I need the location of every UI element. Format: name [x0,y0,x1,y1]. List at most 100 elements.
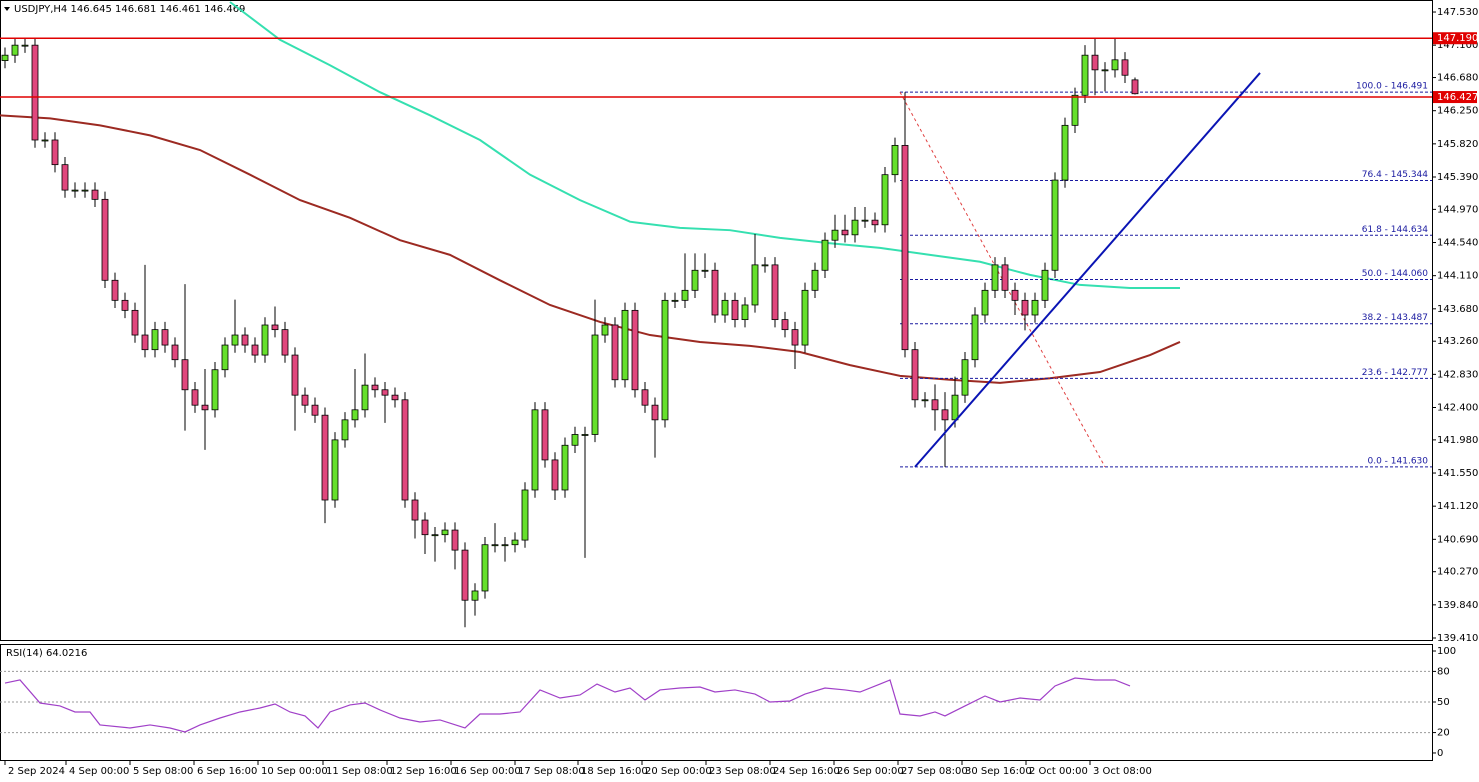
candle-body [201,404,209,411]
candle-body [81,189,89,192]
candle-body [681,289,689,301]
price-label: 147.190 [1437,33,1478,44]
fib-label: 23.6 - 142.777 [1362,368,1428,378]
candle-body [311,404,319,416]
candle-body [1121,59,1129,76]
candle-body [501,544,509,547]
candle-body [551,459,559,491]
y-tick-label: 141.980 [1437,435,1478,446]
candle-body [11,44,19,56]
y-tick-label: 143.680 [1437,304,1478,315]
moving-average [0,114,1181,384]
candle-body [651,404,659,421]
candle-body [901,144,909,351]
y-tick-label: 80 [1437,666,1450,677]
rsi-panel-frame [0,644,1433,761]
candle-body [161,329,169,346]
candle-body [91,189,99,200]
y-tick-label: 144.110 [1437,271,1478,282]
x-tick-label: 20 Sep 00:00 [645,766,712,777]
candle-body [751,264,759,306]
candle-body [121,299,129,311]
candle-body [611,324,619,381]
candle-body [351,409,359,421]
candle-body [231,334,239,346]
candle-body [741,304,749,321]
y-tick-label: 142.830 [1437,369,1478,380]
fib-label: 76.4 - 145.344 [1362,170,1428,180]
candle-body [1,54,9,61]
candle-body [71,189,79,192]
candle-body [701,269,709,272]
candle-body [421,519,429,536]
x-tick-label: 30 Sep 16:00 [965,766,1032,777]
y-tick-label: 100 [1437,646,1456,657]
candle-body [211,369,219,411]
y-tick-label: 139.410 [1437,633,1478,644]
candle-body [491,544,499,547]
y-tick-label: 146.680 [1437,73,1478,84]
candle-body [251,344,259,356]
candle-body [991,264,999,291]
candle-body [61,164,69,191]
candle-body [481,544,489,592]
x-tick-label: 16 Sep 00:00 [454,766,521,777]
candle-body [801,289,809,346]
candle-body [541,409,549,461]
x-tick-label: 23 Sep 08:00 [709,766,776,777]
x-tick-label: 17 Sep 08:00 [518,766,585,777]
candle-body [691,269,699,291]
y-tick-label: 145.820 [1437,139,1478,150]
candle-body [221,344,229,371]
candle-body [381,389,389,396]
candle-body [321,414,329,501]
x-tick-label: 27 Sep 08:00 [901,766,968,777]
x-tick-label: 11 Sep 08:00 [326,766,393,777]
y-tick-label: 143.260 [1437,336,1478,347]
fib-label: 61.8 - 144.634 [1362,225,1428,235]
candle-body [511,539,519,546]
candle-body [851,219,859,236]
candle-body [181,359,189,391]
x-tick-label: 3 Oct 08:00 [1093,766,1152,777]
candle-body [711,269,719,316]
price-label-box [1433,32,1477,45]
y-tick-label: 142.400 [1437,402,1478,413]
y-tick-label: 144.970 [1437,204,1478,215]
candle-body [271,324,279,331]
candle-body [1001,264,1009,291]
candle-body [1131,79,1139,95]
candle-body [881,174,889,226]
price-label-box [1433,91,1477,104]
x-tick-label: 4 Sep 00:00 [69,766,129,777]
y-tick-label: 147.530 [1437,7,1478,18]
candle-body [1101,69,1109,72]
y-tick-label: 0 [1437,748,1443,759]
x-tick-label: 18 Sep 16:00 [581,766,648,777]
candle-body [961,359,969,396]
y-tick-label: 140.690 [1437,534,1478,545]
candle-body [971,314,979,361]
candle-body [1051,179,1059,271]
candle-body [1111,59,1119,71]
y-tick-label: 139.840 [1437,600,1478,611]
candle-body [31,44,39,141]
candle-body [461,549,469,601]
candle-body [821,239,829,271]
y-tick-label: 141.120 [1437,501,1478,512]
candle-body [401,399,409,501]
candle-body [601,324,609,336]
candle-body [1081,54,1089,96]
candle-body [51,139,59,166]
candle-body [1091,54,1099,71]
candle-body [151,329,159,351]
moving-average [229,1,1180,290]
candle-body [661,299,669,421]
candle-body [1031,299,1039,316]
candle-body [621,309,629,381]
candle-body [361,384,369,411]
trendline [914,72,1261,468]
candle-body [941,409,949,421]
y-tick-label: 145.390 [1437,172,1478,183]
